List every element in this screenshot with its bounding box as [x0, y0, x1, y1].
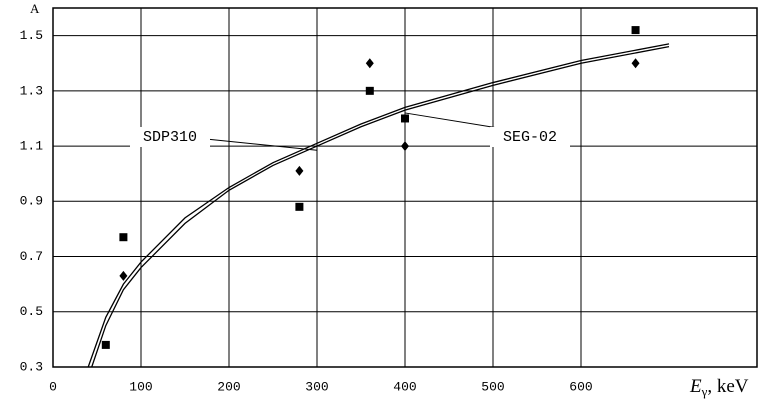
square-marker	[101, 340, 110, 349]
curve-label: SDP310	[143, 129, 197, 146]
curve	[91, 46, 670, 368]
y-tick-label: 1.5	[20, 28, 43, 43]
square-marker	[401, 114, 409, 123]
square-marker	[365, 86, 374, 95]
leader-line	[205, 138, 318, 151]
y-tick-label: 0.9	[20, 194, 43, 209]
diamond-marker	[119, 270, 128, 281]
square-marker	[295, 202, 304, 211]
y-tick-label: 1.1	[20, 139, 44, 154]
diamond-marker	[631, 58, 640, 69]
y-tick-label: 0.5	[20, 304, 43, 319]
x-tick-label: 500	[481, 379, 504, 394]
curve-label: SEG-02	[503, 129, 557, 146]
label-bg	[130, 127, 210, 147]
y-tick-label: 0.7	[20, 249, 43, 264]
x-tick-label: 400	[393, 379, 416, 394]
x-tick-label: 600	[569, 379, 592, 394]
square-marker	[119, 233, 128, 242]
x-axis-label: Eγ, keV	[689, 376, 749, 399]
y-tick-label: 1.3	[20, 83, 43, 98]
x-tick-label: 200	[217, 379, 240, 394]
diamond-marker	[365, 58, 374, 69]
x-label-subscript: γ	[701, 384, 708, 399]
x-tick-label: 100	[129, 379, 152, 394]
x-label-unit: , keV	[707, 376, 748, 397]
curve	[87, 43, 670, 368]
diamond-marker	[295, 165, 304, 176]
x-tick-label: 0	[49, 379, 57, 394]
y-axis-label: A	[30, 1, 40, 16]
label-bg	[490, 127, 570, 147]
x-label-symbol: E	[689, 376, 702, 397]
plot-frame	[52, 7, 758, 368]
diamond-marker	[401, 141, 409, 152]
x-tick-label: 300	[305, 379, 328, 394]
y-tick-label: 0.3	[20, 359, 43, 374]
square-marker	[631, 26, 640, 35]
